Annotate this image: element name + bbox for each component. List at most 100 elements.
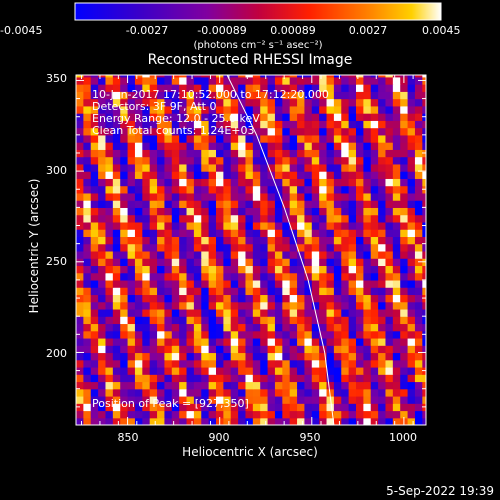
heatmap-cell bbox=[319, 359, 328, 368]
heatmap-cell bbox=[363, 265, 372, 274]
heatmap-cell bbox=[230, 105, 239, 114]
heatmap-cell bbox=[407, 84, 416, 92]
heatmap-cell bbox=[208, 75, 217, 78]
heatmap-cell bbox=[179, 388, 188, 397]
heatmap-cell bbox=[105, 98, 114, 107]
heatmap-cell bbox=[208, 250, 217, 259]
heatmap-cell bbox=[76, 156, 84, 165]
heatmap-cell bbox=[90, 75, 99, 78]
heatmap-cell bbox=[149, 258, 158, 267]
heatmap-cell bbox=[407, 178, 416, 187]
heatmap-cell bbox=[385, 337, 394, 346]
heatmap-cell bbox=[98, 294, 107, 303]
heatmap-cell bbox=[238, 178, 247, 187]
heatmap-cell bbox=[356, 214, 364, 223]
heatmap-cell bbox=[333, 75, 342, 78]
heatmap-cell bbox=[157, 200, 166, 208]
heatmap-cell bbox=[149, 120, 158, 129]
heatmap-cell bbox=[297, 163, 306, 172]
heatmap-cell bbox=[171, 374, 180, 383]
heatmap-cell bbox=[238, 207, 247, 216]
heatmap-cell bbox=[193, 359, 202, 368]
heatmap-cell bbox=[282, 113, 291, 121]
heatmap-cell bbox=[76, 127, 84, 136]
heatmap-cell bbox=[311, 149, 320, 158]
heatmap-cell bbox=[186, 98, 195, 107]
heatmap-cell bbox=[422, 75, 426, 78]
heatmap-cell bbox=[83, 98, 92, 107]
heatmap-cell bbox=[201, 163, 210, 172]
heatmap-cell bbox=[186, 105, 195, 114]
heatmap-cell bbox=[392, 120, 401, 129]
y-tick-label-300: 300 bbox=[46, 164, 67, 177]
heatmap-cell bbox=[142, 134, 151, 143]
heatmap-cell bbox=[208, 417, 217, 425]
heatmap-cell bbox=[98, 352, 107, 361]
heatmap-cell bbox=[164, 395, 173, 404]
heatmap-cell bbox=[134, 75, 143, 78]
heatmap-cell bbox=[90, 134, 99, 143]
heatmap-cell bbox=[193, 163, 202, 172]
heatmap-cell bbox=[193, 374, 202, 383]
heatmap-cell bbox=[112, 200, 121, 208]
heatmap-cell bbox=[378, 127, 387, 136]
heatmap-cell bbox=[164, 105, 173, 114]
heatmap-cell bbox=[252, 316, 261, 325]
heatmap-cell bbox=[392, 316, 401, 325]
heatmap-cell bbox=[297, 410, 306, 419]
heatmap-cell bbox=[326, 345, 335, 354]
heatmap-cell bbox=[341, 374, 350, 383]
heatmap-cell bbox=[171, 229, 180, 237]
heatmap-cell bbox=[193, 98, 202, 107]
heatmap-cell bbox=[142, 337, 151, 346]
heatmap-cell bbox=[274, 294, 283, 303]
heatmap-cell bbox=[83, 149, 92, 158]
heatmap-cell bbox=[76, 236, 84, 245]
heatmap-cell bbox=[333, 134, 342, 143]
heatmap-cell bbox=[120, 308, 129, 317]
heatmap-cell bbox=[363, 207, 372, 216]
heatmap-cell bbox=[267, 207, 276, 216]
heatmap-cell bbox=[238, 192, 247, 201]
heatmap-cell bbox=[245, 337, 254, 346]
heatmap-cell bbox=[274, 381, 283, 390]
heatmap-cell bbox=[157, 142, 166, 150]
heatmap-cell bbox=[267, 417, 276, 425]
heatmap-cell bbox=[348, 98, 357, 107]
heatmap-cell bbox=[149, 374, 158, 383]
heatmap-cell bbox=[356, 308, 364, 317]
heatmap-cell bbox=[112, 163, 121, 172]
heatmap-cell bbox=[120, 229, 129, 237]
heatmap-cell bbox=[252, 381, 261, 390]
heatmap-cell bbox=[112, 403, 121, 412]
heatmap-cell bbox=[223, 294, 232, 303]
heatmap-cell bbox=[171, 395, 180, 404]
heatmap-cell bbox=[282, 214, 291, 223]
heatmap-cell bbox=[112, 374, 121, 383]
heatmap-cell bbox=[208, 178, 217, 187]
heatmap-cell bbox=[414, 301, 423, 310]
heatmap-cell bbox=[333, 250, 342, 259]
heatmap-cell bbox=[223, 127, 232, 136]
heatmap-cell bbox=[267, 403, 276, 412]
heatmap-cell bbox=[157, 185, 166, 194]
heatmap-cell bbox=[90, 149, 99, 158]
heatmap-cell bbox=[105, 250, 114, 259]
heatmap-cell bbox=[230, 381, 239, 390]
heatmap-cell bbox=[267, 214, 276, 223]
heatmap-cell bbox=[341, 91, 350, 100]
heatmap-cell bbox=[157, 156, 166, 165]
colorbar-unit-label: (photons cm⁻² s⁻¹ asec⁻²) bbox=[193, 40, 323, 51]
heatmap-cell bbox=[267, 142, 276, 150]
heatmap-cell bbox=[223, 417, 232, 425]
heatmap-cell bbox=[341, 395, 350, 404]
heatmap-cell bbox=[414, 98, 423, 107]
heatmap-cell bbox=[356, 229, 364, 237]
heatmap-cell bbox=[134, 417, 143, 425]
heatmap-cell bbox=[407, 243, 416, 252]
heatmap-cell bbox=[201, 366, 210, 375]
heatmap-cell bbox=[83, 171, 92, 179]
heatmap-cell bbox=[260, 120, 269, 129]
heatmap-cell bbox=[407, 272, 416, 281]
heatmap-cell bbox=[142, 163, 151, 172]
